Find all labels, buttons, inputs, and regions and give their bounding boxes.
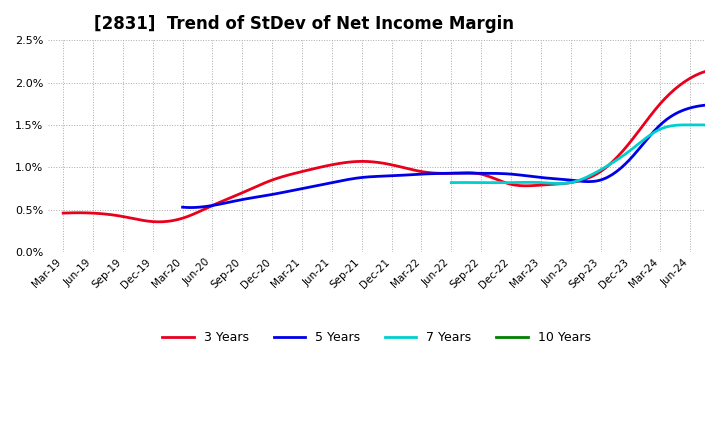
3 Years	[61, 210, 70, 216]
3 Years	[505, 181, 514, 187]
3 Years	[518, 183, 527, 188]
Line: 7 Years: 7 Years	[451, 125, 720, 183]
7 Years	[682, 122, 690, 128]
7 Years	[448, 180, 456, 185]
Line: 3 Years: 3 Years	[63, 70, 720, 222]
Legend: 3 Years, 5 Years, 7 Years, 10 Years: 3 Years, 5 Years, 7 Years, 10 Years	[158, 326, 595, 349]
5 Years	[552, 176, 560, 181]
3 Years	[503, 181, 512, 186]
5 Years	[180, 205, 189, 210]
5 Years	[564, 177, 572, 183]
5 Years	[708, 102, 717, 107]
Line: 5 Years: 5 Years	[183, 101, 720, 208]
7 Years	[667, 123, 676, 128]
5 Years	[186, 205, 195, 210]
7 Years	[660, 125, 669, 130]
5 Years	[554, 176, 562, 182]
Text: [2831]  Trend of StDev of Net Income Margin: [2831] Trend of StDev of Net Income Marg…	[94, 15, 514, 33]
3 Years	[153, 219, 162, 224]
3 Years	[690, 73, 699, 78]
7 Years	[555, 181, 564, 186]
7 Years	[662, 125, 670, 130]
5 Years	[179, 205, 187, 210]
3 Years	[713, 67, 720, 72]
7 Years	[447, 180, 456, 185]
3 Years	[59, 210, 68, 216]
